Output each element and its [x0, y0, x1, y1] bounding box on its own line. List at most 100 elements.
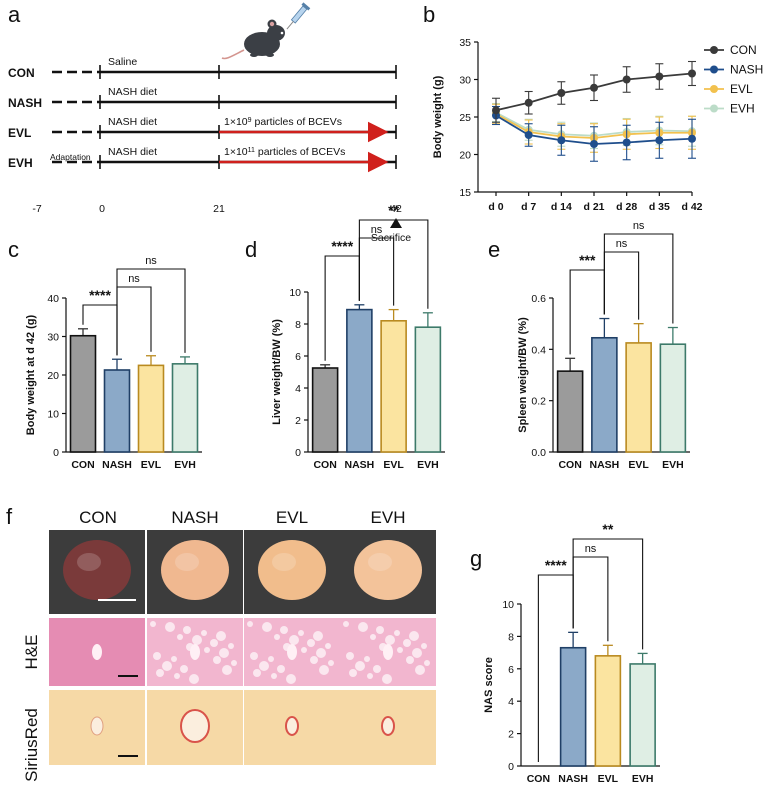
y-tick-label: 30: [459, 75, 471, 87]
significance-bracket: [358, 237, 395, 306]
lipid-droplet: [162, 661, 172, 671]
lipid-droplet: [171, 656, 177, 662]
lipid-droplet: [216, 631, 226, 641]
significance-label: **: [602, 521, 613, 537]
panel-label-g: g: [470, 546, 482, 571]
lipid-droplet: [364, 656, 370, 662]
bar-evl: [594, 655, 622, 767]
lipid-droplet: [180, 665, 188, 673]
fibrosis-region: [285, 716, 299, 736]
row-header: H&E: [22, 635, 41, 670]
x-tick-label: d 0: [488, 201, 503, 213]
data-point-con: [557, 89, 566, 97]
y-tick-label: 25: [459, 112, 471, 124]
bar-nash: [103, 369, 131, 453]
lipid-droplet: [355, 661, 365, 671]
group-label: EVH: [8, 156, 33, 170]
x-tick-label: EVL: [383, 459, 404, 471]
lipid-droplet: [403, 639, 411, 647]
lipid-droplet: [319, 665, 329, 675]
lipid-droplet: [259, 661, 269, 671]
y-tick-label: 4: [295, 383, 301, 395]
x-tick-label: d 21: [583, 201, 604, 213]
x-tick-label: d 14: [551, 201, 572, 213]
y-tick-label: 8: [508, 631, 514, 643]
significance-label: ****: [89, 287, 111, 303]
significance-label: ns: [145, 255, 157, 267]
liver-weight-bar-chart: 0 2 4 6 8 10 CON NASH EVL EVH Liver weight/BW (%) *…: [271, 202, 445, 471]
y-tick-label: 6: [508, 664, 514, 676]
legend-marker: [710, 46, 718, 54]
legend-label: EVL: [730, 82, 753, 96]
lipid-droplet: [346, 652, 354, 660]
data-point-con: [524, 98, 533, 107]
bar-evh: [629, 663, 656, 767]
lipid-droplet: [406, 656, 414, 664]
significance-label: ns: [128, 273, 140, 285]
sacrifice-arrow-icon: [390, 218, 402, 228]
x-tick-label: EVH: [174, 459, 196, 471]
lipid-droplet: [271, 673, 277, 679]
y-tick-label: 0.6: [531, 293, 546, 305]
lipid-droplet: [313, 631, 323, 641]
lipid-droplet: [231, 660, 237, 666]
lipid-droplet: [201, 630, 207, 636]
lipid-droplet: [277, 665, 285, 673]
y-tick-label: 0: [53, 447, 59, 459]
body-weight-d42-bar-chart: 0 10 20 30 40 CON NASH EVL EVH Body weight at d 4…: [25, 255, 202, 471]
lipid-droplet: [274, 634, 280, 640]
histology-panel: CON NASH EVL EVH H&E SiriusRed: [22, 508, 436, 782]
data-point-nash: [622, 138, 631, 147]
x-tick-label: CON: [71, 459, 94, 471]
x-tick-label: NASH: [102, 459, 132, 471]
timepoint-label: 42: [390, 203, 402, 215]
y-tick-label: 6: [295, 351, 301, 363]
y-tick-label: 8: [295, 319, 301, 331]
lipid-droplet: [289, 635, 299, 645]
y-axis-title: Spleen weight/BW (%): [517, 317, 529, 433]
lipid-droplet: [150, 621, 156, 627]
lipid-droplet: [228, 643, 234, 649]
y-tick-label: 0.2: [531, 396, 546, 408]
fibrosis-region: [180, 709, 210, 743]
lipid-droplet: [394, 630, 400, 636]
group-label: EVL: [8, 126, 31, 140]
panel-label-b: b: [423, 2, 435, 27]
lipid-droplet: [219, 648, 229, 658]
significance-bracket: [603, 251, 640, 320]
evh-dose-label: 1×1011 particles of BCEVs: [224, 146, 345, 158]
fibrosis-region: [381, 716, 395, 736]
panel-label-d: d: [245, 237, 257, 262]
nas-score-bar-chart: 0 2 4 6 8 10 CON NASH EVL EVH NAS score **** ns **: [483, 521, 660, 785]
lipid-droplet: [382, 674, 392, 684]
bar-evl: [137, 364, 165, 453]
bar-evh: [171, 363, 199, 453]
lipid-droplet: [343, 621, 349, 627]
lipid-droplet: [213, 656, 221, 664]
y-tick-label: 10: [289, 287, 301, 299]
central-vein: [190, 644, 200, 660]
significance-label: ns: [633, 220, 645, 232]
mouse-illustration: [221, 19, 285, 60]
panel-label-c: c: [8, 237, 19, 262]
lipid-droplet: [409, 631, 419, 641]
y-tick-label: 20: [459, 150, 471, 162]
y-tick-label: 10: [47, 409, 59, 421]
legend-label: NASH: [730, 63, 763, 77]
x-tick-label: EVL: [598, 773, 619, 785]
y-tick-label: 0: [295, 447, 301, 459]
lipid-droplet: [189, 674, 199, 684]
y-tick-label: 0: [508, 761, 514, 773]
bar-evh: [659, 343, 687, 453]
lipid-droplet: [373, 665, 381, 673]
y-tick-label: 0.4: [531, 344, 546, 356]
x-tick-label: d 28: [616, 201, 637, 213]
lipid-droplet: [262, 622, 272, 632]
lipid-droplet: [301, 647, 307, 653]
timepoint-label: 21: [213, 203, 225, 215]
significance-bracket: [603, 233, 674, 324]
y-axis-title: Liver weight/BW (%): [271, 319, 283, 425]
x-tick-label: CON: [558, 459, 581, 471]
liver-image: [354, 540, 422, 600]
panel-label-a: a: [8, 2, 21, 27]
